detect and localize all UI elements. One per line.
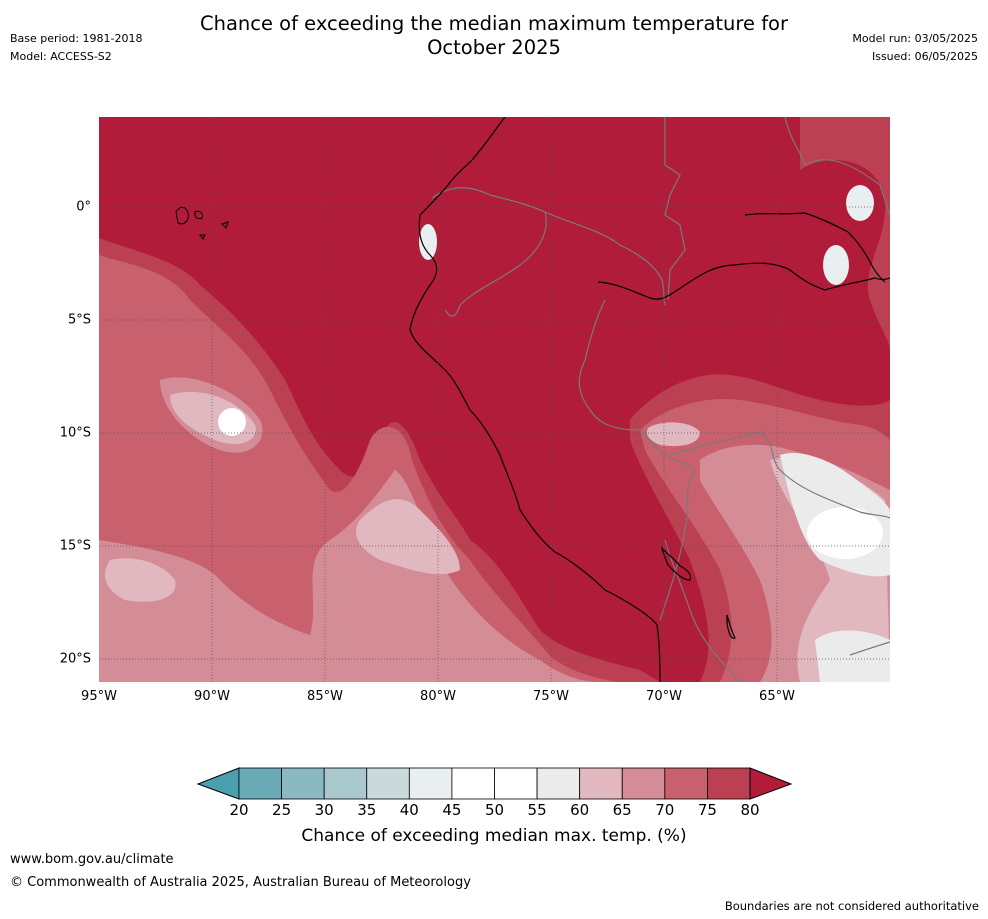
lon-label-65w: 65°W [759,689,795,704]
colorbar-tick: 30 [314,801,334,819]
border-brazil-bolivia [669,431,890,519]
colorbar-segment [238,767,282,800]
contour-60-65-west [99,470,600,682]
colorbar-tick: 20 [229,801,249,819]
lon-label-95w: 95°W [81,689,117,704]
peak-amazon-2 [823,245,849,285]
contour-55-60-b [356,499,460,575]
galapagos-floreana [199,234,206,240]
map-title: Chance of exceeding the median maximum t… [0,12,988,60]
colorbar-tick: 60 [570,801,590,819]
colorbar-segment [281,767,325,800]
website-link[interactable]: www.bom.gov.au/climate [10,852,174,867]
colorbar-tick: 55 [527,801,547,819]
colorbar-tick: 35 [357,801,377,819]
galapagos-isabela [175,206,189,225]
colorbar-segments [238,767,751,800]
colorbar-segment [494,767,538,800]
colorbar-segment [536,767,581,800]
colorbar-segment [664,767,708,800]
colorbar-segment [579,767,623,800]
colorbar-segment [408,767,453,800]
colorbar-tick: 80 [740,801,760,819]
border-bolivia-south [664,539,741,682]
colorbar-segment [707,767,751,800]
lat-label-5s: 5°S [67,312,91,328]
peak-ecuador-coast [419,224,437,260]
colorbar-segment [323,767,368,800]
lake-titicaca [660,545,692,581]
colorbar-low-arrow [196,767,240,800]
meta-right: Model run: 03/05/2025 Issued: 06/05/2025 [852,30,978,66]
galapagos-sancristobal [221,221,229,229]
issued-date: Issued: 06/05/2025 [871,50,978,63]
model-run: Model run: 03/05/2025 [852,32,978,45]
lon-label-70w: 70°W [646,689,682,704]
colorbar-tick: 65 [612,801,632,819]
probability-contours [99,117,890,682]
galapagos-santacruz [194,210,203,220]
boundary-disclaimer: Boundaries are not considered authoritat… [724,899,979,913]
border-colombia-peru [544,211,666,306]
copyright-text: © Commonwealth of Australia 2025, Austra… [10,875,471,890]
colorbar-segment [621,767,666,800]
country-borders [431,117,890,682]
lon-label-80w: 80°W [420,689,456,704]
base-period: Base period: 1981-2018 [10,32,143,45]
colorbar-tick: 50 [484,801,505,819]
meta-left: Base period: 1981-2018 Model: ACCESS-S2 [10,30,142,66]
colorbar-title: Chance of exceeding median max. temp. (%… [301,826,687,846]
coast-pacific [409,117,661,682]
contour-55-60-e [646,422,700,447]
colorbar [196,767,793,800]
lat-label-20s: 20°S [59,651,91,667]
title-line-2: October 2025 [427,36,561,59]
lat-label-10s: 10°S [59,425,91,441]
contour-50-55-b [815,630,890,682]
border-se [849,641,890,656]
lake-poopo [726,614,736,639]
lon-label-85w: 85°W [307,689,343,704]
border-venezuela-brazil [784,117,890,216]
lat-label-15s: 15°S [59,538,91,554]
colorbar-tick: 75 [697,801,717,819]
title-line-1: Chance of exceeding the median maximum t… [199,12,789,35]
colorbar-tick: 40 [399,801,419,819]
colorbar-tick: 25 [272,801,292,819]
colorbar-segment [366,767,410,800]
colorbar-high-arrow [749,767,793,800]
border-peru-brazil [578,299,695,621]
border-colombia-ecuador [431,187,547,317]
grid-lines [99,117,890,682]
lat-label-0: 0° [76,199,91,215]
model-name: Model: ACCESS-S2 [10,50,112,63]
peak-amazon-1 [846,185,874,221]
contour-70-75-ne [800,117,890,350]
border-colombia-venezuela [664,117,686,301]
contour-65-70-west [99,255,620,682]
colorbar-tick: 45 [442,801,462,819]
lon-label-90w: 90°W [194,689,230,704]
colorbar-tick: 70 [655,801,675,819]
contour-55-60-c [105,558,176,602]
galapagos-islands [175,206,229,240]
coastlines [409,117,890,682]
lon-label-75w: 75°W [533,689,569,704]
river-negro [744,212,886,283]
river-amazon [597,262,890,300]
colorbar-segment [451,767,495,800]
peak-galapagos-south [218,408,246,436]
